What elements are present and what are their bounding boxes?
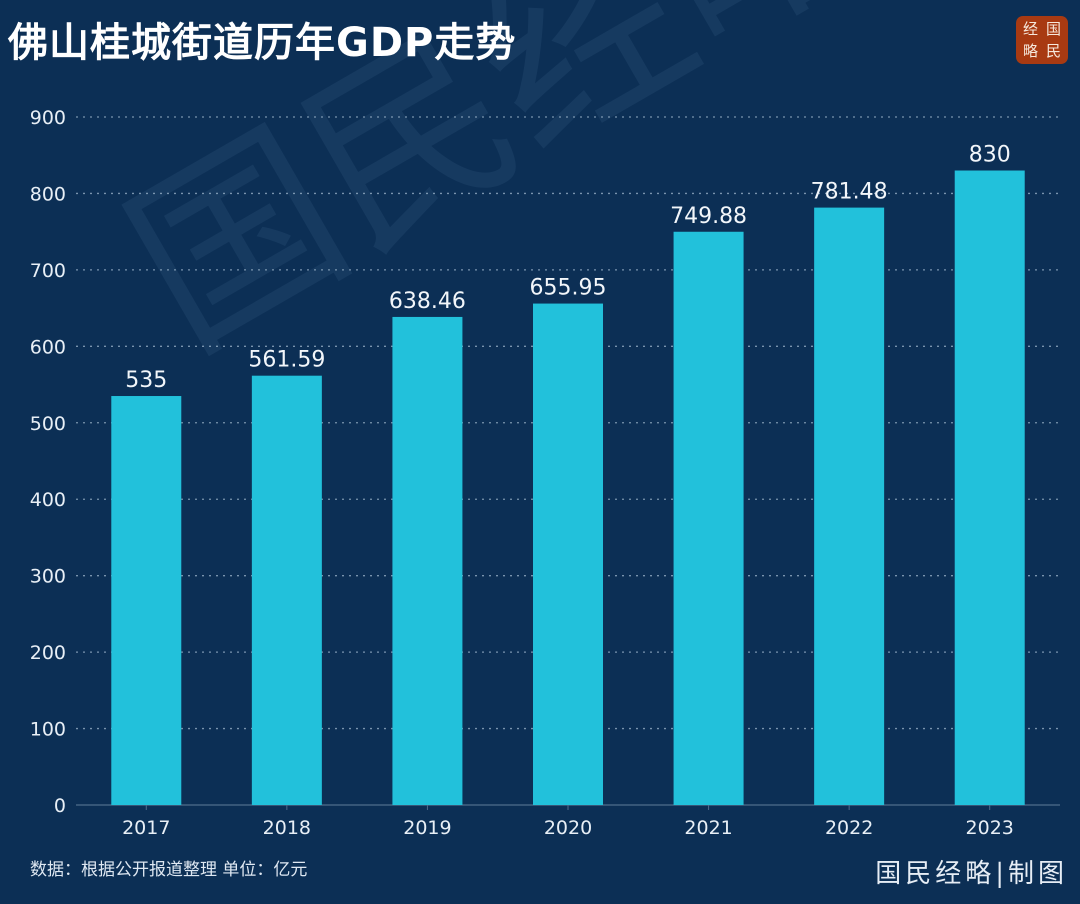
bar-2023 xyxy=(954,170,1025,805)
y-tick-label: 300 xyxy=(30,566,66,588)
logo-char: 经 xyxy=(1022,19,1038,38)
y-tick-label: 0 xyxy=(54,795,66,817)
logo-char: 国 xyxy=(1045,19,1061,38)
bar-2020 xyxy=(533,303,603,805)
logo-char: 民 xyxy=(1045,41,1061,60)
x-tick-label: 2017 xyxy=(122,817,170,839)
y-tick-label: 900 xyxy=(30,107,66,129)
y-tick-label: 700 xyxy=(30,260,66,282)
data-label: 561.59 xyxy=(248,348,325,373)
y-tick-label: 500 xyxy=(30,413,66,435)
bar-2018 xyxy=(251,375,322,805)
x-axis-ticks: 2017 2018 2019 2020 2021 2022 2023 xyxy=(122,805,1014,839)
x-tick-label: 2021 xyxy=(684,817,732,839)
x-tick-label: 2022 xyxy=(825,817,873,839)
y-tick-label: 400 xyxy=(30,489,66,511)
brand-logo: 经 国 略 民 xyxy=(1016,16,1068,64)
x-tick-label: 2020 xyxy=(544,817,592,839)
bar-2022 xyxy=(814,207,885,806)
data-label: 781.48 xyxy=(811,180,888,205)
data-label: 638.46 xyxy=(389,289,466,314)
bar-2019 xyxy=(392,316,463,805)
logo-char: 略 xyxy=(1022,41,1038,60)
data-source-note: 数据：根据公开报道整理 单位：亿元 xyxy=(30,860,308,880)
x-tick-label: 2018 xyxy=(263,817,311,839)
x-tick-label: 2023 xyxy=(966,817,1014,839)
bar-2021 xyxy=(673,231,744,805)
bar-2017 xyxy=(111,396,182,805)
data-labels: 535 561.59 638.46 655.95 749.88 781.48 830 xyxy=(125,143,1010,394)
bars xyxy=(111,170,1025,806)
data-label: 655.95 xyxy=(530,276,607,301)
data-label: 830 xyxy=(969,143,1011,168)
y-axis-ticks: 0 100 200 300 400 500 600 700 800 900 xyxy=(30,107,66,817)
data-label: 535 xyxy=(125,368,167,393)
y-tick-label: 100 xyxy=(30,719,66,741)
y-tick-label: 200 xyxy=(30,642,66,664)
data-label: 749.88 xyxy=(670,204,747,229)
y-tick-label: 800 xyxy=(30,183,66,205)
y-tick-label: 600 xyxy=(30,336,66,358)
credit-text: 国民经略|制图 xyxy=(875,859,1068,889)
chart-title: 佛山桂城街道历年GDP走势 xyxy=(8,20,517,66)
x-tick-label: 2019 xyxy=(403,817,451,839)
